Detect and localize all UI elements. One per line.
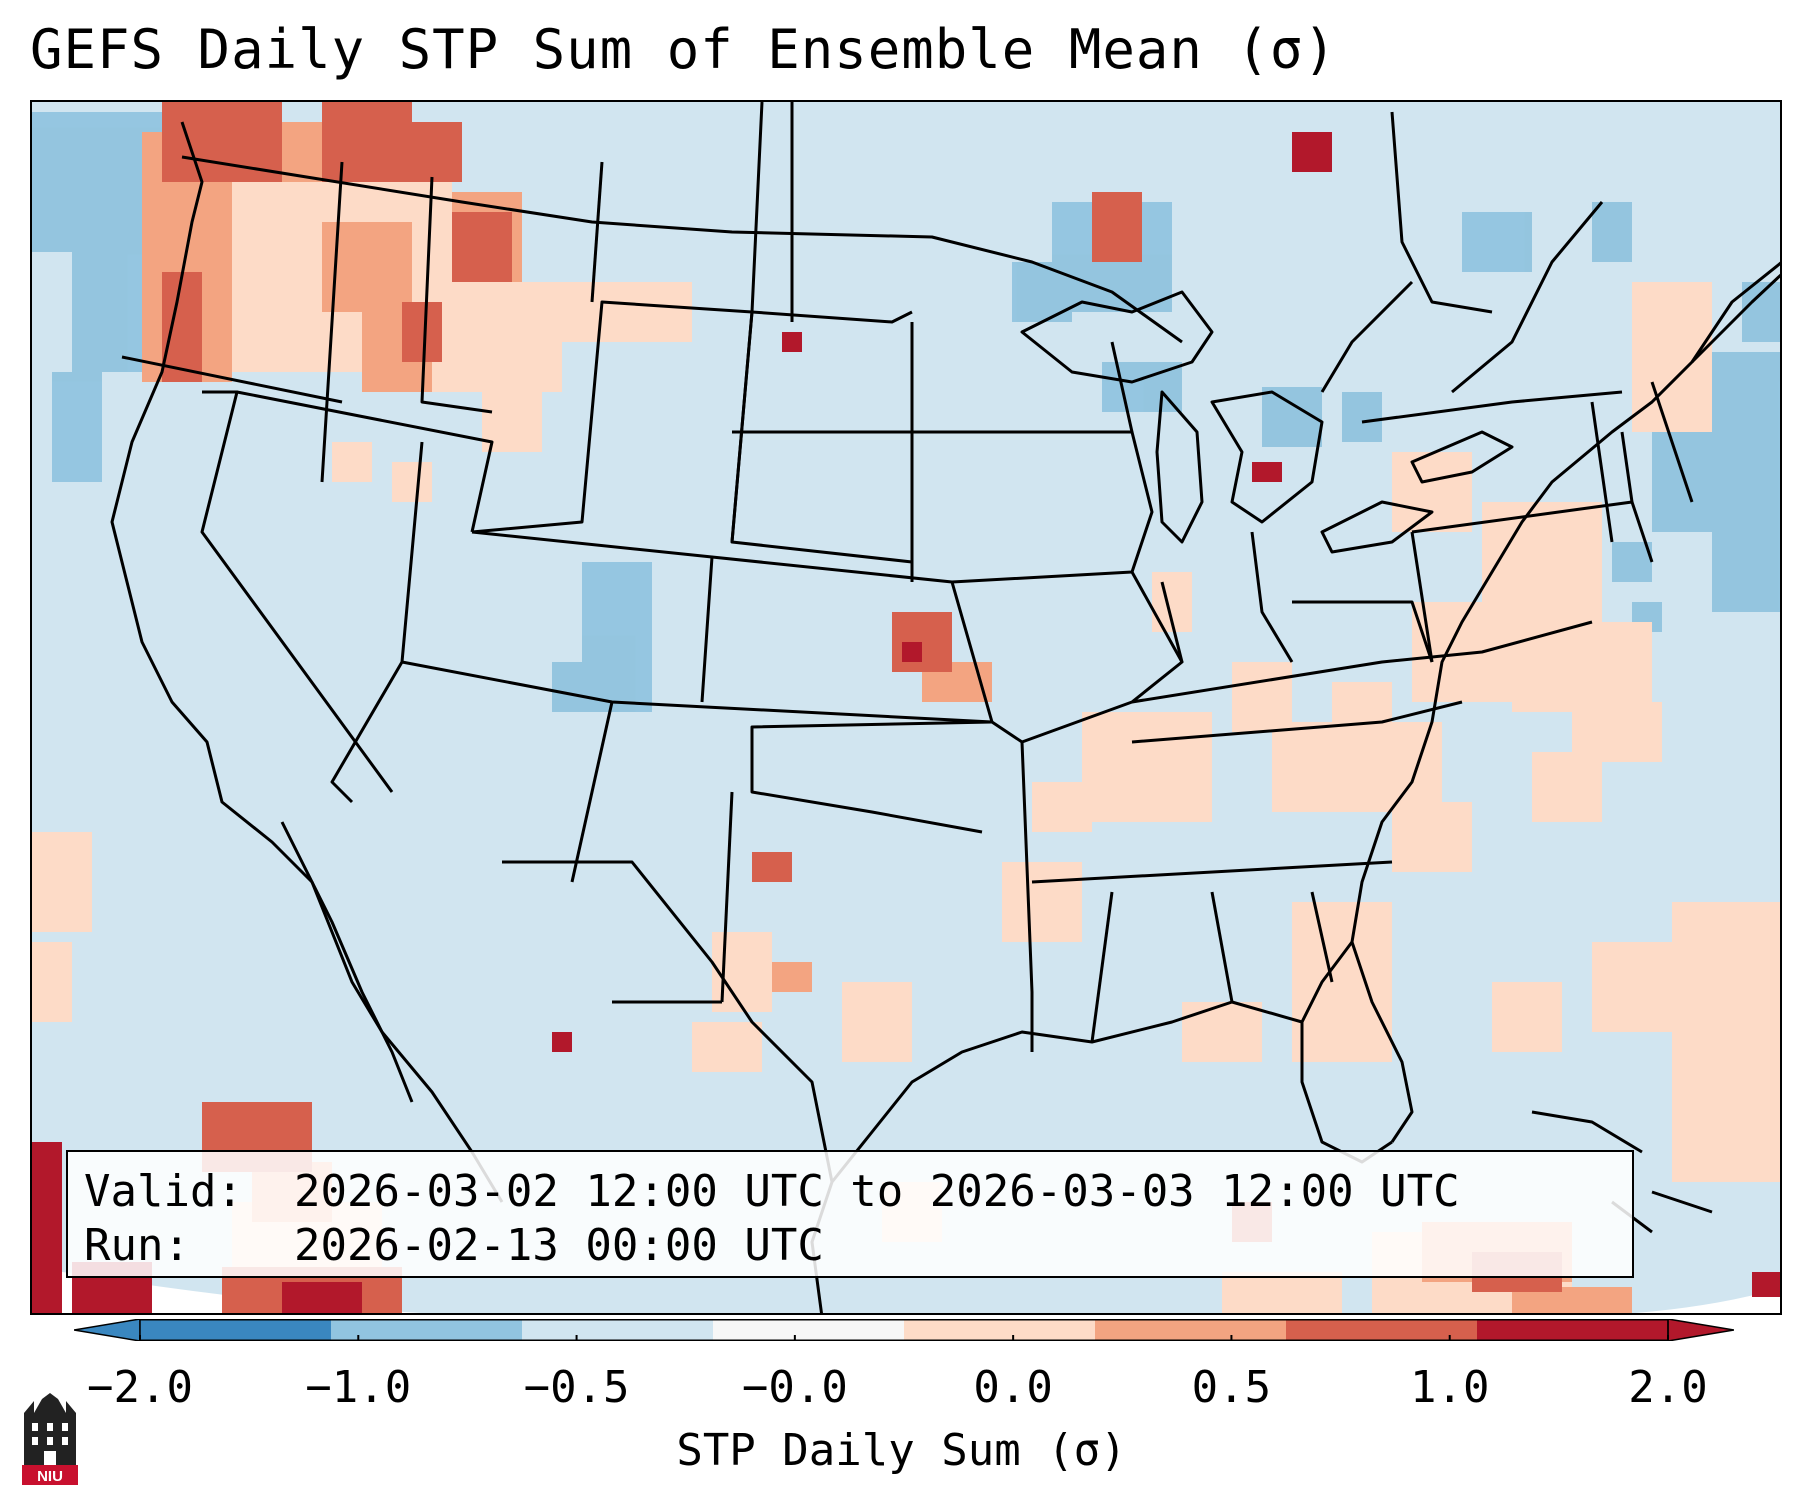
niu-logo-icon: NIU — [22, 1393, 78, 1485]
colorbar-extend-low — [74, 1319, 141, 1341]
colorbar-tick-label: 1.0 — [1409, 1362, 1490, 1413]
colorbar-segment — [140, 1319, 332, 1341]
colorbar-segment — [1095, 1319, 1287, 1341]
colorbar-tick-label: −2.0 — [87, 1362, 193, 1413]
colorbar-segment — [522, 1319, 714, 1341]
anomaly-field — [32, 102, 1780, 1313]
colorbar — [74, 1319, 1734, 1341]
run-label: Run: — [84, 1219, 190, 1271]
colorbar-tick-label: −0.5 — [523, 1362, 630, 1413]
run-value: 2026-02-13 00:00 UTC — [294, 1219, 824, 1271]
valid-row: Valid: 2026-03-02 12:00 UTC to 2026-03-0… — [84, 1164, 1632, 1218]
colorbar-tick-label: −0.0 — [741, 1362, 848, 1413]
colorbar-segment — [331, 1319, 523, 1341]
validity-info-box: Valid: 2026-03-02 12:00 UTC to 2026-03-0… — [66, 1150, 1634, 1278]
colorbar-extend-high — [1667, 1319, 1734, 1341]
colorbar-tick-label: 2.0 — [1628, 1362, 1708, 1413]
svg-text:NIU: NIU — [37, 1468, 63, 1485]
colorbar-tick-label: −1.0 — [305, 1362, 412, 1413]
valid-value: 2026-03-02 12:00 UTC to 2026-03-03 12:00… — [294, 1165, 1460, 1217]
colorbar-tick-label: 0.5 — [1191, 1362, 1272, 1413]
colorbar-segment — [1286, 1319, 1478, 1341]
chart-title: GEFS Daily STP Sum of Ensemble Mean (σ) — [30, 18, 1337, 81]
colorbar-tick-label: 0.0 — [973, 1362, 1053, 1413]
colorbar-label: STP Daily Sum (σ) — [676, 1425, 1127, 1476]
valid-label: Valid: — [84, 1165, 243, 1217]
map-panel — [30, 100, 1782, 1315]
colorbar-segment — [904, 1319, 1096, 1341]
run-row: Run: 2026-02-13 00:00 UTC — [84, 1218, 1632, 1272]
colorbar-segment — [1477, 1319, 1669, 1341]
colorbar-segment — [713, 1319, 905, 1341]
